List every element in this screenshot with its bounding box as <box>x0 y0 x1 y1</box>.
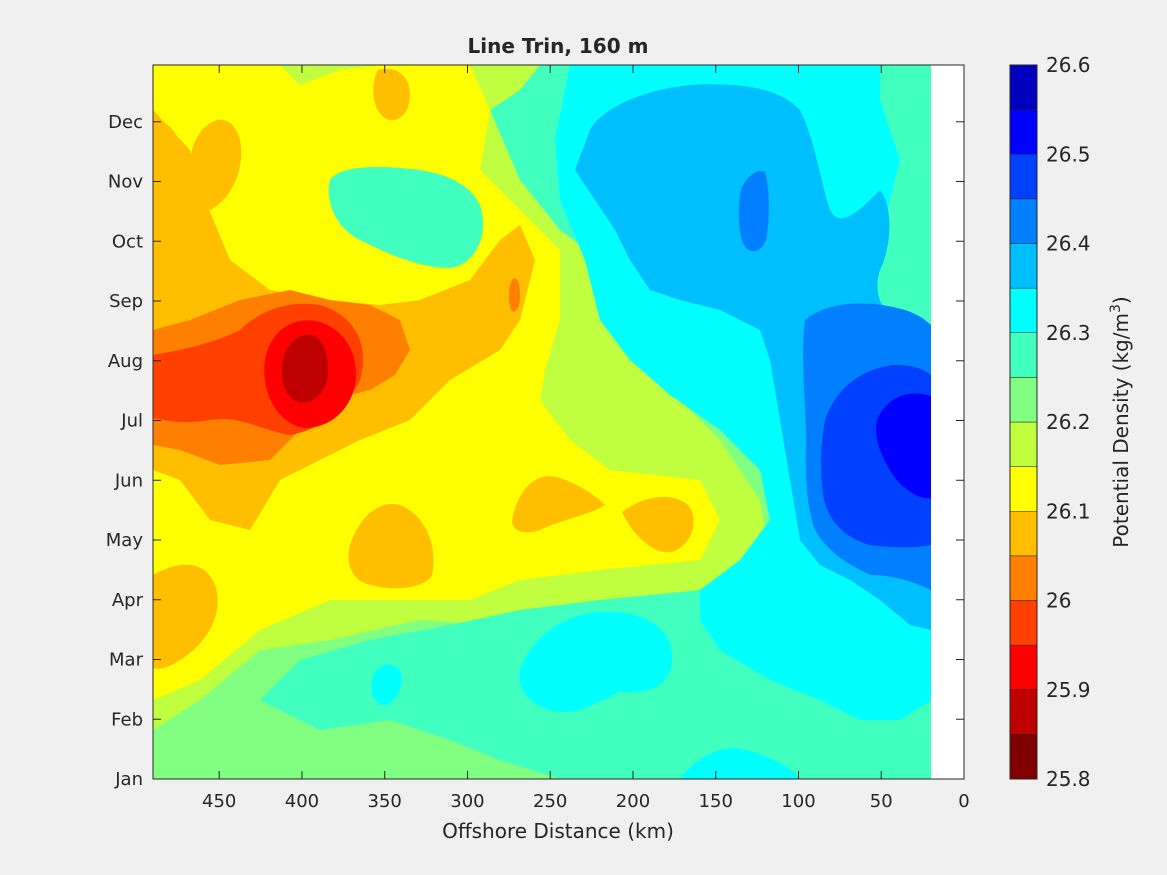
colorbar-swatch <box>1009 64 1038 110</box>
contour-level-26.05-jun-a <box>512 476 605 533</box>
y-tick-label: Jan <box>114 769 143 790</box>
colorbar-swatch <box>1009 600 1038 646</box>
x-tick-label: 350 <box>368 791 402 812</box>
contour-level-25.85-warm <box>281 334 328 403</box>
colorbar-tick-label: 26.1 <box>1046 499 1091 523</box>
colorbar-swatch <box>1009 689 1038 735</box>
y-tick-label: Aug <box>108 351 143 372</box>
colorbar-tick-label: 26.6 <box>1046 53 1091 77</box>
colorbar-label-main: Potential Density (kg/m <box>1109 313 1133 548</box>
colorbar-tick-label: 26.2 <box>1046 410 1091 434</box>
colorbar-tick-label: 25.9 <box>1046 678 1091 702</box>
colorbar-swatch <box>1009 421 1038 467</box>
y-tick-label: Nov <box>108 172 143 193</box>
colorbar-swatch <box>1009 243 1038 289</box>
chart-title: Line Trin, 160 m <box>468 34 649 58</box>
x-tick-label: 0 <box>958 791 969 812</box>
colorbar: 26.6 26.5 26.4 26.3 26.2 26.1 26 25.9 25.8 Poten… <box>1009 53 1133 791</box>
x-tick-label: 250 <box>533 791 567 812</box>
x-axis-label: Offshore Distance (km) <box>442 819 674 843</box>
contour-level-26.05-jun-b <box>622 496 694 553</box>
colorbar-swatch <box>1009 555 1038 601</box>
colorbar-tick-label: 26 <box>1046 589 1071 613</box>
contour-fill <box>153 65 931 779</box>
contour-level-26.05-topmid <box>373 68 410 121</box>
colorbar-swatch <box>1009 511 1038 557</box>
colorbar-label: Potential Density (kg/m3) <box>1108 296 1133 547</box>
colorbar-label-close: ) <box>1109 296 1133 304</box>
contour-level-26.05-apr <box>153 564 218 669</box>
plot-area: 450 400 350 300 250 200 150 100 50 0 Jan Feb Mar Apr… <box>106 64 970 812</box>
colorbar-tick-label: 26.5 <box>1046 142 1091 166</box>
x-tick-label: 150 <box>699 791 733 812</box>
y-tick-label: Mar <box>109 650 144 671</box>
colorbar-ticks: 26.6 26.5 26.4 26.3 26.2 26.1 26 25.9 25.8 <box>1046 53 1091 791</box>
contour-level-26.50-cool <box>876 393 931 499</box>
colorbar-swatch <box>1009 377 1038 423</box>
contour-level-26.25-nov <box>328 167 484 268</box>
x-tick-label: 200 <box>616 791 650 812</box>
y-tick-label: Jul <box>120 411 143 432</box>
colorbar-swatch <box>1009 154 1038 200</box>
colorbar-tick-label: 26.4 <box>1046 232 1091 256</box>
colorbar-tick-label: 26.3 <box>1046 321 1091 345</box>
x-tick-label: 450 <box>202 791 236 812</box>
colorbar-label-superscript: 3 <box>1108 304 1124 313</box>
colorbar-swatch <box>1009 198 1038 244</box>
colorbar-swatch <box>1009 644 1038 690</box>
y-ticks: Jan Feb Mar Apr May Jun Jul Aug Sep Oct Nov Dec <box>106 112 964 790</box>
x-tick-label: 400 <box>285 791 319 812</box>
x-ticks: 450 400 350 300 250 200 150 100 50 0 <box>202 65 970 812</box>
x-tick-label: 50 <box>870 791 893 812</box>
contour-level-26.05-may <box>348 504 434 589</box>
contour-level-26.05-dec-b <box>190 119 242 210</box>
contour-level-26.00-sep <box>508 278 520 312</box>
colorbar-tick-label: 25.8 <box>1046 767 1091 791</box>
contour-level-26.30-jan <box>680 748 800 779</box>
y-tick-label: Jun <box>114 470 143 491</box>
x-tick-label: 100 <box>781 791 815 812</box>
x-tick-label: 300 <box>450 791 484 812</box>
contour-level-26.30-feb <box>371 664 402 705</box>
axes-box <box>152 64 965 780</box>
colorbar-swatch <box>1009 287 1038 333</box>
y-tick-label: Sep <box>109 291 143 312</box>
y-tick-label: May <box>106 530 144 551</box>
contour-level-26.30-mar <box>519 611 673 712</box>
colorbar-swatch <box>1009 466 1038 512</box>
y-tick-label: Feb <box>111 709 143 730</box>
colorbar-swatches <box>1009 64 1038 780</box>
y-tick-label: Apr <box>112 590 144 611</box>
contour-level-26.40-nov <box>738 171 769 252</box>
colorbar-swatch <box>1009 332 1038 378</box>
colorbar-swatch <box>1009 109 1038 155</box>
y-tick-label: Dec <box>108 112 143 133</box>
y-tick-label: Oct <box>112 231 143 252</box>
colorbar-swatch <box>1009 734 1038 780</box>
colorbar-box <box>1009 64 1038 780</box>
contour-level-26.05-dec-a <box>153 120 181 178</box>
